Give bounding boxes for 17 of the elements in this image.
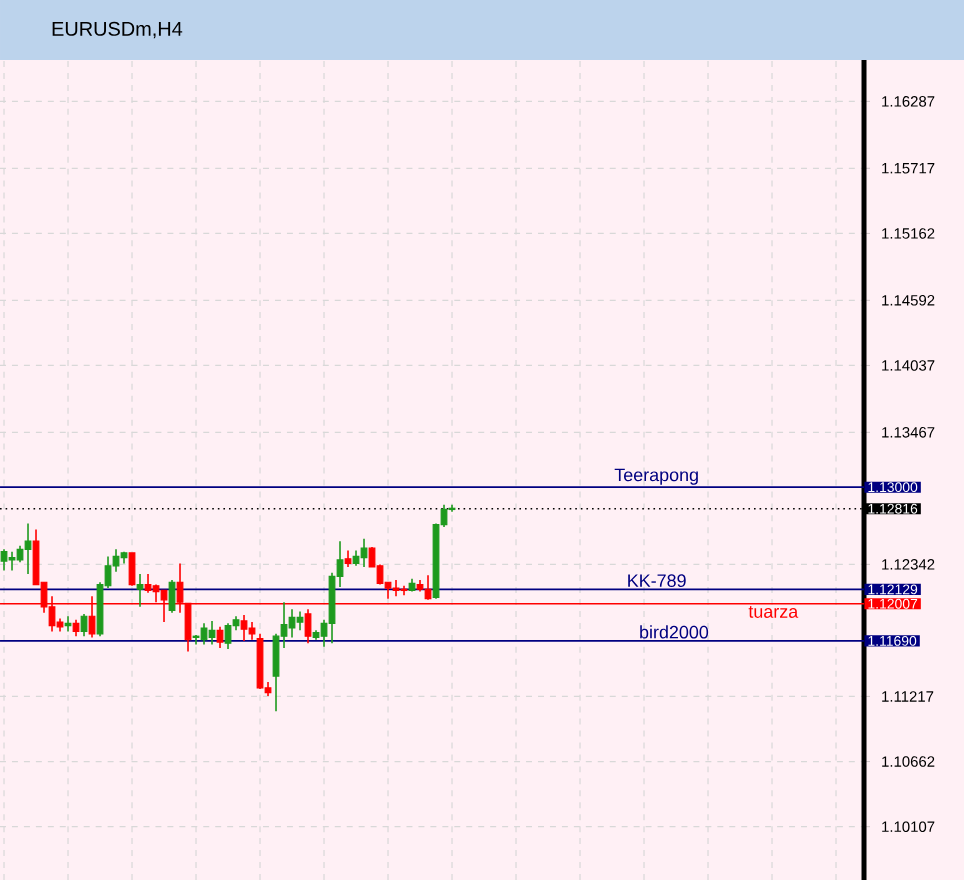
ref-line-label: KK-789: [628, 574, 686, 587]
candlestick: [200, 622, 208, 646]
candlestick: [8, 550, 16, 572]
ref-line-label: tuarza: [748, 606, 799, 618]
candlestick: [216, 626, 224, 649]
candlestick: [24, 522, 32, 575]
candlestick: [136, 573, 144, 608]
candlestick: [296, 610, 304, 632]
ref-line-label: Teerapong: [614, 468, 698, 485]
candlestick: [288, 608, 296, 639]
candlestick: [304, 608, 312, 645]
ref-line-label: bird2000: [640, 625, 709, 639]
candlestick: [0, 548, 8, 572]
candlestick: [240, 614, 248, 642]
chart-title: EURUSDm,H4: [52, 21, 183, 39]
candlestick: [392, 579, 400, 598]
candlestick: [224, 622, 232, 650]
